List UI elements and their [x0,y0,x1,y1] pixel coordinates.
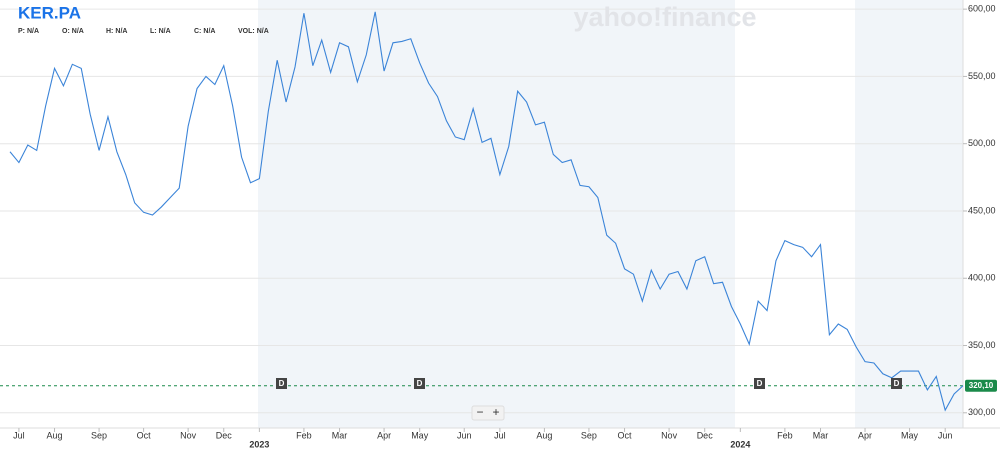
quote-label: H: [106,28,113,35]
x-tick-label: Feb [777,430,793,440]
quote-value: N/A [203,28,215,35]
x-tick-label: Aug [47,430,63,440]
quote-label: O: [62,28,70,35]
x-tick-label: Jun [457,430,472,440]
y-tick-label: 500,00 [968,138,996,148]
quote-label: L: [150,28,157,35]
x-tick-label: Nov [180,430,197,440]
quote-value: N/A [257,28,269,35]
x-tick-label: Dec [216,430,233,440]
dividend-label: D [757,379,763,388]
x-tick-label: Jun [938,430,953,440]
zoom-box [471,405,505,421]
quote-value: N/A [159,28,171,35]
y-tick-label: 300,00 [968,407,996,417]
quote-value: N/A [72,28,84,35]
y-tick-label: 350,00 [968,340,996,350]
plot [0,8,967,414]
y-tick-label: 450,00 [968,205,996,215]
x-tick-label: Apr [858,430,872,440]
dividend-label: D [279,379,285,388]
dividend-label: D [894,379,900,388]
x-tick-label: Mar [332,430,348,440]
x-year-label: 2023 [249,439,269,449]
x-tick-label: Aug [536,430,552,440]
y-tick-label: 400,00 [968,273,996,283]
x-tick-label: Apr [377,430,391,440]
x-tick-label: Jul [494,430,506,440]
last-price-box [965,379,997,392]
quote-value: N/A [27,28,39,35]
dividend-marker: D [891,378,902,389]
x-tick-label: Sep [91,430,107,440]
watermark: yahoo!finance [573,2,756,32]
x-tick-label: Jul [13,430,25,440]
x-tick-label: May [411,430,429,440]
x-tick-label: Sep [581,430,597,440]
dividend-marker: D [414,378,425,389]
dividend-label: D [417,379,423,388]
quote-label: P: [18,28,25,35]
y-tick-label: 600,00 [968,4,996,14]
period-shade [855,0,963,428]
price-line [9,11,964,412]
dividend-marker: D [276,378,287,389]
x-tick-label: Oct [137,430,152,440]
x-tick-label: Dec [697,430,714,440]
quote-label: C: [194,28,201,35]
y-tick-label: 550,00 [968,71,996,81]
dividend-marker: D [754,378,765,389]
period-shade [258,0,735,428]
x-tick-label: Oct [618,430,633,440]
quote-fields: P: N/A O: N/A H: N/A L: N/A C: N/A VOL: N/A [18,28,269,35]
zoom-out[interactable]: − [476,405,483,419]
x-tick-label: May [901,430,919,440]
zoom-in[interactable]: + [492,405,499,419]
quote-label: VOL: [238,28,255,35]
x-tick-label: Mar [813,430,829,440]
ticker-title: KER.PA [18,3,81,22]
last-price-label: 320,10 [969,381,994,390]
quote-value: N/A [115,28,127,35]
x-year-label: 2024 [730,439,750,449]
x-tick-label: Feb [296,430,312,440]
x-tick-label: Nov [661,430,678,440]
